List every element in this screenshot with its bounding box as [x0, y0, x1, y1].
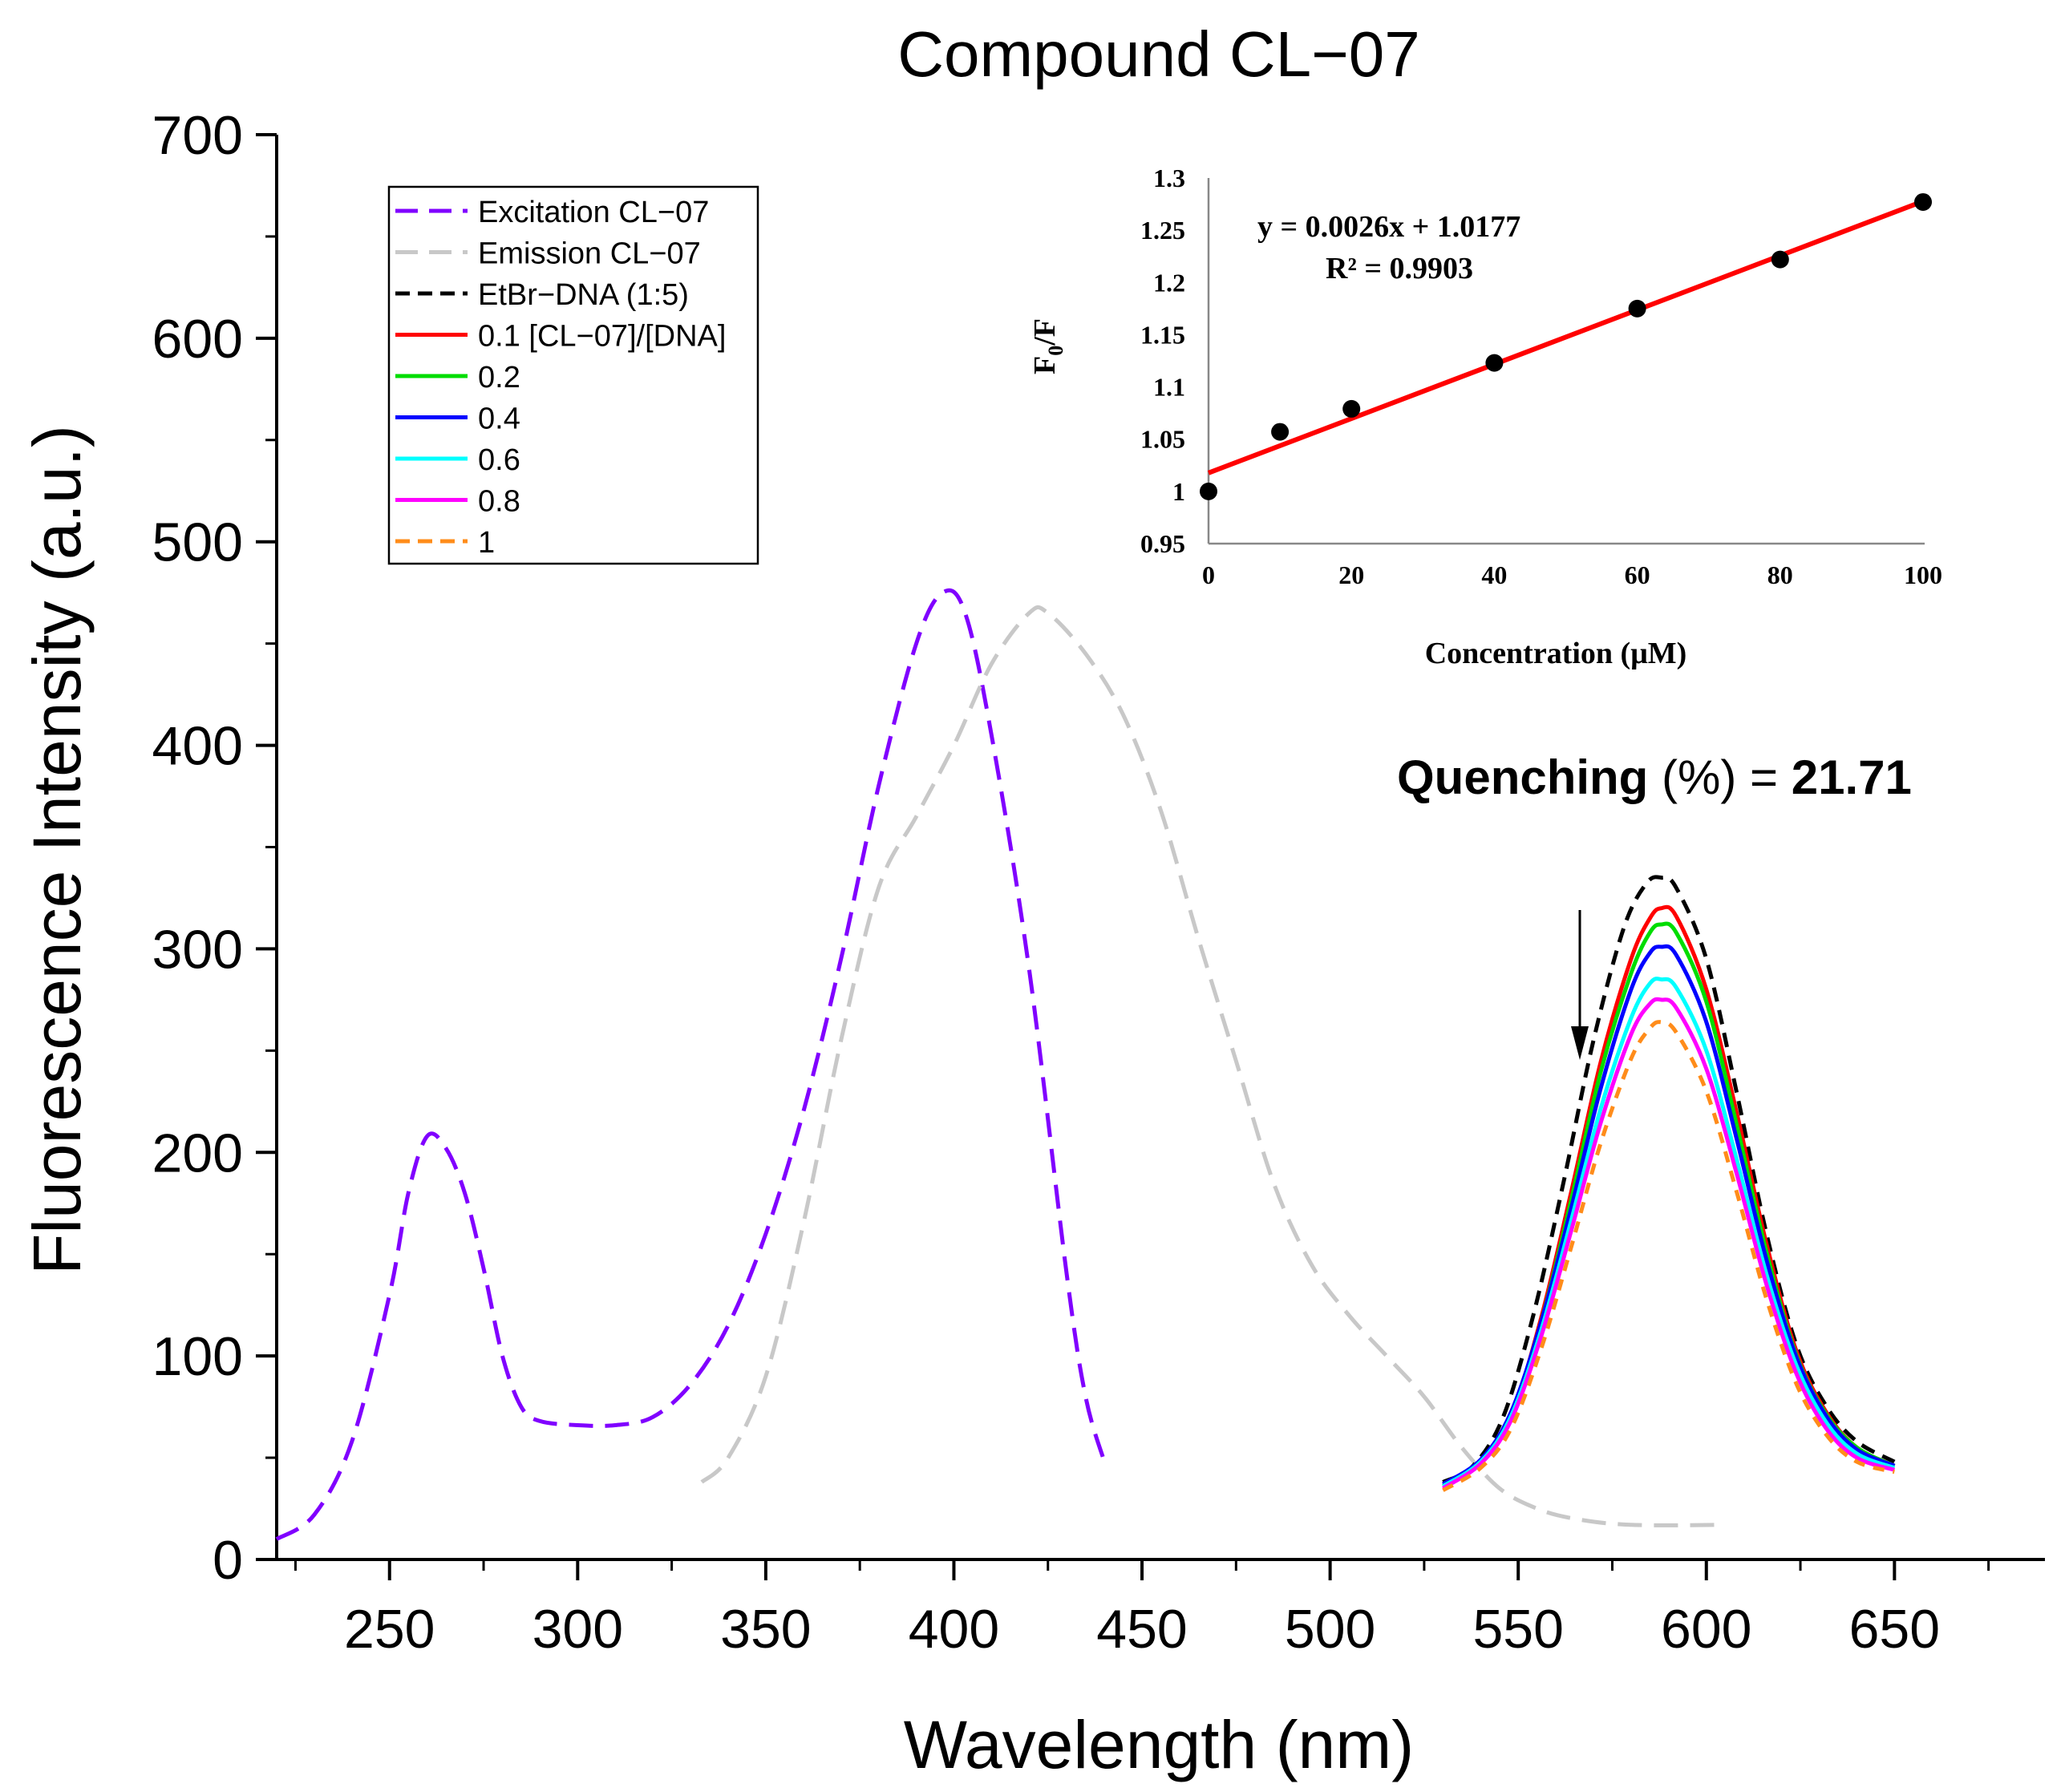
inset-x-tick-label: 40: [1481, 560, 1507, 589]
series-line: [1442, 921, 1896, 1488]
series-line: [1442, 904, 1896, 1488]
series-line: [275, 588, 1107, 1541]
legend-label: Emission CL−07: [478, 237, 701, 271]
inset-x-tick-label: 60: [1625, 560, 1650, 589]
legend-label: Excitation CL−07: [478, 196, 709, 229]
inset-y-tick-label: 1.15: [1140, 320, 1185, 349]
y-tick-label: 100: [152, 1326, 243, 1387]
inset-data-point: [1628, 299, 1646, 318]
legend-label: 0.4: [478, 402, 520, 436]
inset-x-tick-label: 0: [1202, 560, 1215, 589]
series-line: [1442, 997, 1896, 1491]
legend-items: Excitation CL−07 Emission CL−07 EtBr−DNA (…: [395, 196, 726, 560]
x-axis-label: Wavelength (nm): [904, 1707, 1414, 1782]
y-tick-label: 400: [152, 716, 243, 777]
legend: Excitation CL−07 Emission CL−07 EtBr−DNA (…: [387, 185, 759, 565]
inset-y-tick-label: 1: [1172, 477, 1185, 506]
y-tick-label: 0: [213, 1530, 243, 1591]
inset-y-tick-label: 1.25: [1140, 216, 1185, 245]
series-line: [1442, 875, 1896, 1484]
quenching-percent-label: (%) =: [1648, 750, 1791, 804]
main-ticks: [256, 133, 1990, 1580]
inset-y-tick-label: 0.95: [1140, 529, 1185, 558]
inset-y-tick-label: 1.3: [1153, 164, 1185, 192]
inset-tick-labels: 0 20 40 60 80 100 0.95 1 1.05 1.1 1.15 1.2 1.25 1.3: [1140, 164, 1942, 589]
legend-label: 0.2: [478, 361, 520, 394]
x-tick-label: 250: [344, 1599, 435, 1660]
inset-data-point: [1914, 192, 1932, 211]
inset-data-point: [1771, 250, 1789, 269]
quenching-arrow: [1571, 910, 1589, 1060]
x-tick-label: 650: [1849, 1599, 1940, 1660]
legend-label: 1: [478, 526, 495, 560]
inset-fit-equation: y = 0.0026x + 1.0177: [1257, 210, 1520, 244]
inset-x-tick-label: 100: [1904, 560, 1942, 589]
x-tick-label: 600: [1661, 1599, 1751, 1660]
y-tick-label: 700: [152, 105, 243, 166]
main-tick-labels: 250 300 350 400 450 500 550 600 6500100200300400…: [152, 105, 1941, 1660]
inset-x-tick-label: 20: [1338, 560, 1364, 589]
series-line: [1442, 944, 1896, 1487]
legend-label: EtBr−DNA (1:5): [478, 278, 689, 312]
x-tick-label: 450: [1096, 1599, 1187, 1660]
inset-fit-line: [1207, 199, 1925, 475]
legend-label: 0.1 [CL−07]/[DNA]: [478, 320, 726, 354]
quenching-value: 21.71: [1792, 750, 1912, 804]
x-tick-label: 500: [1285, 1599, 1375, 1660]
inset-y-tick-label: 1.05: [1140, 425, 1185, 454]
inset-data-point: [1200, 482, 1217, 500]
x-tick-label: 350: [720, 1599, 811, 1660]
inset-data-point: [1485, 354, 1504, 372]
chart-title: Compound CL−07: [897, 18, 1420, 90]
series-line: [1442, 1020, 1895, 1492]
x-tick-label: 300: [532, 1599, 623, 1660]
inset-chart: 0 20 40 60 80 100 0.95 1 1.05 1.1 1.15 1.2 1.25 1.3 C…: [1028, 164, 1942, 670]
main-series-group: [275, 588, 1896, 1541]
y-axis-label: Fluorescence Intensity (a.u.): [19, 425, 95, 1275]
inset-y-tick-label: 1.1: [1153, 373, 1185, 402]
inset-x-tick-label: 80: [1767, 560, 1793, 589]
series-line: [700, 605, 1726, 1527]
inset-data-point: [1342, 399, 1361, 418]
y-tick-label: 200: [152, 1123, 243, 1183]
inset-y-tick-label: 1.2: [1153, 268, 1185, 297]
legend-label: 0.8: [478, 485, 520, 519]
inset-data-point: [1271, 423, 1290, 441]
inset-r-squared: R² = 0.9903: [1326, 252, 1473, 285]
y-tick-label: 300: [152, 919, 243, 980]
x-tick-label: 400: [909, 1599, 999, 1660]
legend-label: 0.6: [478, 443, 520, 477]
x-tick-label: 550: [1472, 1599, 1563, 1660]
inset-plot: [1200, 192, 1932, 500]
quenching-label: Quenching: [1397, 750, 1648, 804]
y-tick-label: 500: [152, 512, 243, 573]
y-tick-label: 600: [152, 309, 243, 370]
inset-x-axis-label: Concentration (μM): [1425, 637, 1687, 670]
quenching-annotation: Quenching (%) = 21.71: [1397, 750, 1912, 804]
inset-y-axis-label: F0/F: [1028, 318, 1067, 374]
